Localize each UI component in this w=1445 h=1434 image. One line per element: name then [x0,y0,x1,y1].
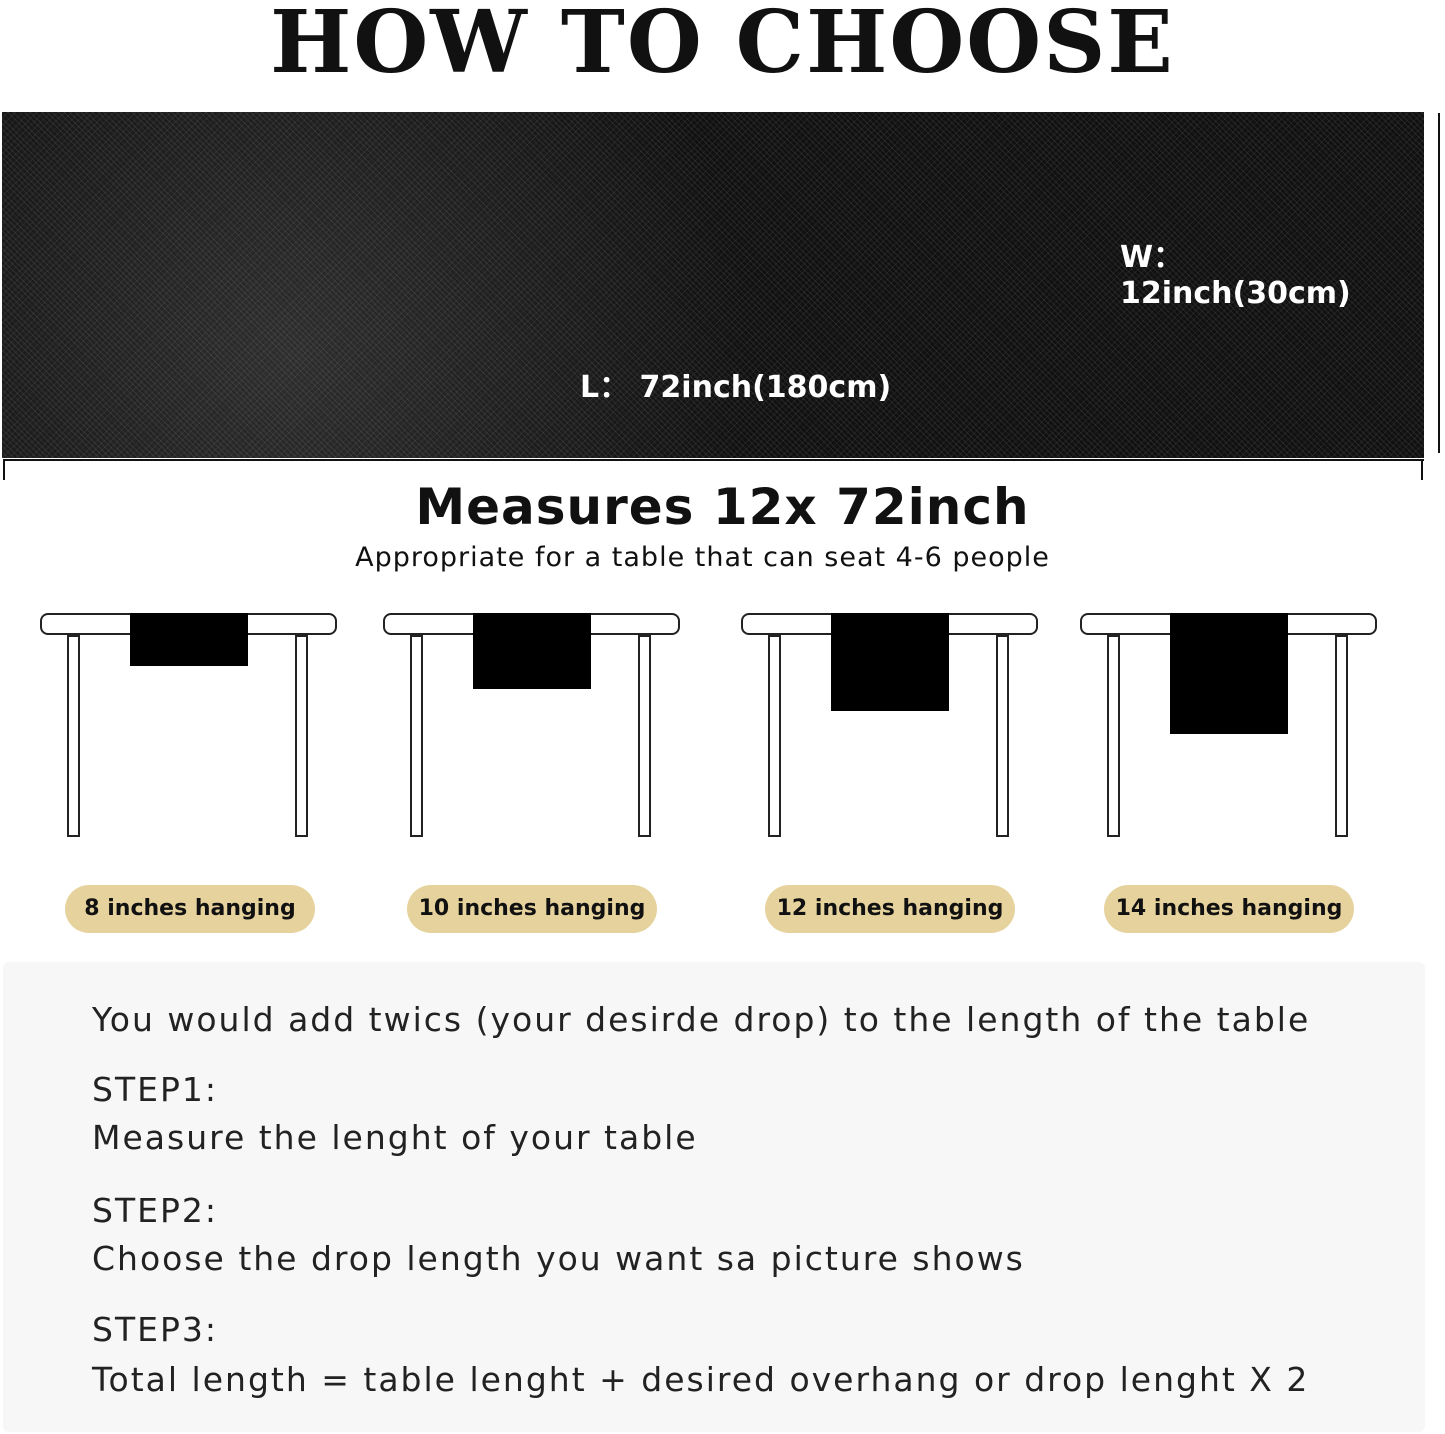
runner-drop [831,613,949,712]
step-label: STEP1: [92,1070,218,1109]
dimension-tick [1421,460,1423,480]
table-diagram [741,613,1038,837]
runner-drop [473,613,591,689]
table-diagram [40,613,337,837]
table-diagram [1080,613,1377,837]
size-heading: Measures 12x 72inch [415,478,1030,536]
length-dimension-line [3,459,1424,461]
drop-length-badge: 8 inches hanging [65,885,315,933]
table-leg [410,635,423,837]
table-leg [67,635,80,837]
drop-length-badge: 12 inches hanging [765,885,1015,933]
page-title: HOW TO CHOOSE [270,0,1175,93]
table-runner-image: W： 12inch(30cm) L： 72inch(180cm) [2,112,1424,458]
size-subheading: Appropriate for a table that can seat 4-… [355,542,1050,573]
step-text: Total length = table lenght + desired ov… [92,1360,1310,1399]
runner-drop [1170,613,1288,734]
dimension-tick [3,460,5,480]
runner-drop [130,613,248,666]
table-leg [768,635,781,837]
drop-length-badge: 10 inches hanging [407,885,657,933]
step-text: Choose the drop length you want sa pictu… [92,1239,1025,1278]
table-leg [295,635,308,837]
instructions-panel [3,962,1425,1432]
width-label: W： 12inch(30cm) [1120,240,1351,311]
length-label: L： 72inch(180cm) [580,370,892,405]
drop-length-badge: 14 inches hanging [1104,885,1354,933]
step-text: Measure the lenght of your table [92,1118,698,1157]
table-leg [1335,635,1348,837]
step-label: STEP2: [92,1191,218,1230]
width-dimension-line [1438,113,1440,453]
table-diagram [383,613,680,837]
instructions-intro: You would add twics (your desirde drop) … [92,1000,1311,1039]
table-leg [638,635,651,837]
table-leg [1107,635,1120,837]
table-leg [996,635,1009,837]
step-label: STEP3: [92,1310,218,1349]
